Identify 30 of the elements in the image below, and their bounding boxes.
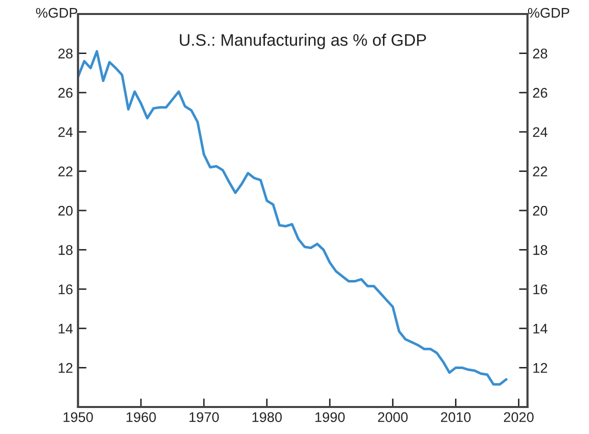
- x-tick-label: 1990: [315, 412, 345, 422]
- y-tick-label: 12: [58, 363, 72, 373]
- y2-axis-title: %GDP: [528, 8, 570, 18]
- y2-tick-label: 18: [533, 245, 548, 255]
- x-tick-label: 1980: [252, 412, 282, 422]
- y2-tick-label: 12: [533, 363, 548, 373]
- y-tick-label: 24: [58, 127, 73, 137]
- x-tick-label: 1960: [126, 412, 156, 422]
- x-tick-label: 1970: [190, 412, 219, 422]
- y-axis-title: %GDP: [36, 8, 78, 18]
- y-tick-label: 22: [58, 166, 72, 176]
- y-tick-label: 14: [58, 324, 73, 334]
- y2-tick-label: 24: [533, 127, 548, 137]
- text: U.S.: Manufacturing as % of GDP: [180, 34, 426, 50]
- y2-tick-label: 28: [533, 48, 548, 58]
- y-tick-label: 20: [58, 206, 73, 216]
- x-tick-label: 2010: [440, 412, 471, 422]
- y2-tick-label: 22: [533, 166, 548, 176]
- y2-tick-label: 26: [533, 88, 548, 98]
- y2-tick-label: 16: [533, 284, 548, 294]
- x-tick-label: 2020: [504, 412, 534, 422]
- x-tick-label: 1950: [64, 412, 93, 422]
- y-tick-label: 28: [58, 48, 73, 58]
- x-tick-label: 2000: [378, 412, 408, 422]
- y-tick-label: 18: [58, 245, 73, 255]
- y2-tick-label: 20: [533, 206, 548, 216]
- line-series: [78, 50, 508, 386]
- y-tick-label: 26: [58, 88, 73, 98]
- y2-tick-label: 14: [533, 324, 548, 334]
- y-tick-label: 16: [58, 284, 73, 294]
